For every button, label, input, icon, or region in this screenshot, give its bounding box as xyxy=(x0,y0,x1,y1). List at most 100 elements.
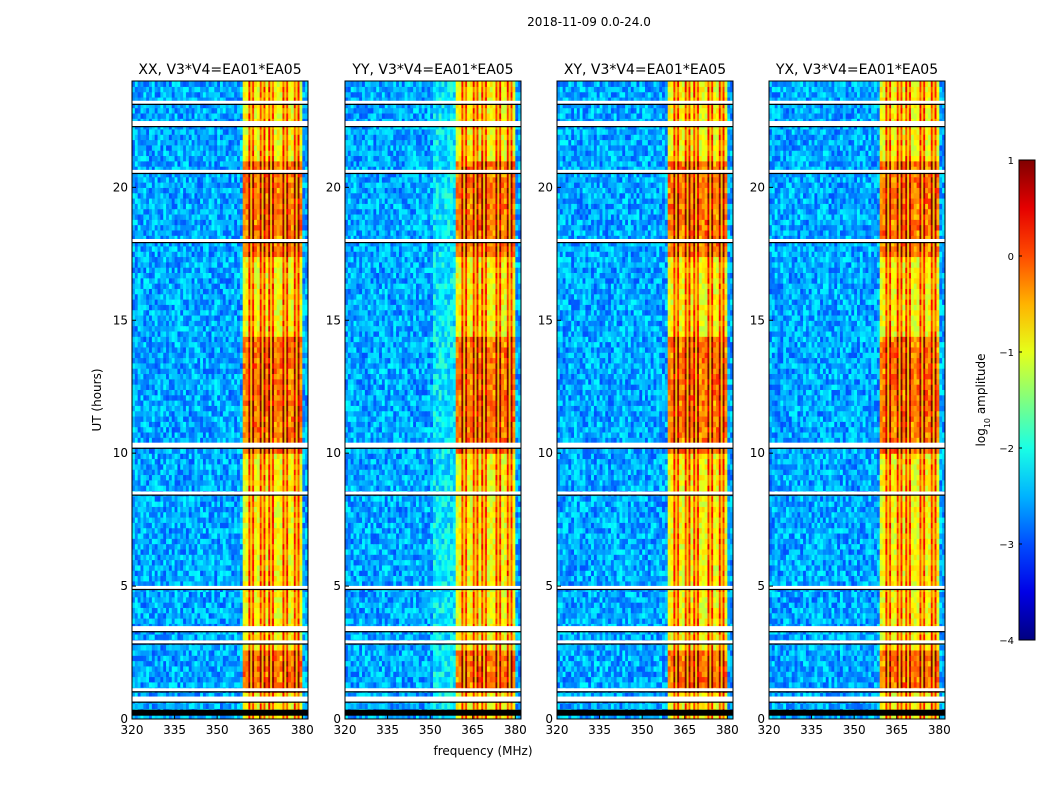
heatmap-cell xyxy=(268,469,272,476)
heatmap-cell xyxy=(191,389,196,396)
heatmap-cell xyxy=(157,485,161,491)
heatmap-cell xyxy=(217,453,221,460)
heatmap-cell xyxy=(273,373,278,380)
heatmap-cell xyxy=(194,320,198,327)
heatmap-cell xyxy=(290,394,295,401)
heatmap-cell xyxy=(132,474,136,481)
heatmap-cell xyxy=(217,405,221,412)
heatmap-cell xyxy=(228,469,232,476)
heatmap-cell xyxy=(282,543,286,550)
heatmap-cell xyxy=(273,644,278,651)
heatmap-cell xyxy=(146,681,150,688)
heatmap-cell xyxy=(194,660,198,667)
heatmap-cell xyxy=(146,559,150,566)
heatmap-cell xyxy=(168,298,173,305)
heatmap-cell xyxy=(268,394,272,401)
heatmap-cell xyxy=(245,649,249,656)
heatmap-cell xyxy=(185,373,190,380)
heatmap-cell xyxy=(271,543,275,550)
heatmap-cell xyxy=(305,602,308,608)
heatmap-cell xyxy=(302,644,306,651)
heatmap-cell xyxy=(154,644,159,651)
heatmap-cell xyxy=(151,713,156,719)
heatmap-cell xyxy=(166,575,170,582)
heatmap-cell xyxy=(271,479,275,486)
heatmap-cell xyxy=(271,655,275,662)
heatmap-cell xyxy=(305,458,308,465)
heatmap-cell xyxy=(276,671,281,678)
heatmap-cell xyxy=(157,437,161,444)
heatmap-cell xyxy=(279,485,284,491)
heatmap-cell xyxy=(132,368,136,375)
heatmap-cell xyxy=(143,341,147,348)
heatmap-cell xyxy=(202,485,207,491)
heatmap-cell xyxy=(168,554,173,561)
heatmap-cell xyxy=(271,400,275,406)
heatmap-cell xyxy=(245,548,249,555)
heatmap-cell xyxy=(185,304,190,311)
heatmap-cell xyxy=(217,447,221,454)
heatmap-cell xyxy=(259,474,264,481)
heatmap-cell xyxy=(168,548,173,555)
heatmap-cell xyxy=(151,554,156,561)
heatmap-cell xyxy=(222,431,227,438)
heatmap-cell xyxy=(248,554,252,561)
heatmap-cell xyxy=(282,676,286,683)
heatmap-cell xyxy=(237,703,241,709)
heatmap-cell xyxy=(166,703,170,709)
heatmap-cell xyxy=(166,543,170,550)
heatmap-cell xyxy=(163,453,167,460)
heatmap-cell xyxy=(228,570,232,577)
heatmap-cell xyxy=(183,415,187,422)
heatmap-cell xyxy=(197,378,201,385)
heatmap-cell xyxy=(191,495,196,502)
heatmap-cell xyxy=(149,362,153,369)
heatmap-cell xyxy=(146,522,150,529)
heatmap-cell xyxy=(137,559,142,566)
heatmap-cell xyxy=(262,410,267,417)
heatmap-cell xyxy=(180,479,184,486)
heatmap-cell xyxy=(214,479,218,486)
heatmap-cell xyxy=(191,591,196,598)
heatmap-cell xyxy=(268,580,272,587)
heatmap-cell xyxy=(237,415,241,422)
heatmap-cell xyxy=(220,474,224,481)
heatmap-cell xyxy=(197,591,201,598)
heatmap-cell xyxy=(234,713,238,719)
heatmap-cell xyxy=(217,554,221,561)
heatmap-cell xyxy=(180,362,184,369)
heatmap-cell xyxy=(211,703,215,709)
heatmap-cell xyxy=(211,309,215,316)
heatmap-cell xyxy=(302,362,306,369)
heatmap-cell xyxy=(265,570,269,577)
heatmap-cell xyxy=(214,501,218,507)
heatmap-cell xyxy=(285,575,289,582)
heatmap-cell xyxy=(137,293,142,300)
heatmap-cell xyxy=(293,602,298,608)
heatmap-cell xyxy=(299,665,303,672)
heatmap-cell xyxy=(268,644,272,651)
heatmap-cell xyxy=(143,320,147,327)
heatmap-cell xyxy=(151,596,156,603)
heatmap-cell xyxy=(140,384,144,390)
heatmap-cell xyxy=(305,612,308,619)
heatmap-cell xyxy=(194,543,198,550)
heatmap-cell xyxy=(188,325,193,332)
heatmap-cell xyxy=(228,596,232,603)
heatmap-cell xyxy=(217,352,221,359)
heatmap-cell xyxy=(211,325,215,332)
heatmap-cell xyxy=(160,617,164,624)
heatmap-cell xyxy=(279,649,284,656)
heatmap-cell xyxy=(191,378,196,385)
heatmap-cell xyxy=(180,373,184,380)
heatmap-cell xyxy=(143,309,147,316)
heatmap-cell xyxy=(228,336,232,343)
heatmap-cell xyxy=(157,548,161,555)
heatmap-cell xyxy=(237,506,241,513)
heatmap-cell xyxy=(168,516,173,523)
heatmap-cell xyxy=(290,421,295,428)
heatmap-cell xyxy=(134,368,139,375)
heatmap-cell xyxy=(214,644,218,651)
heatmap-cell xyxy=(202,293,207,300)
heatmap-cell xyxy=(262,453,267,460)
